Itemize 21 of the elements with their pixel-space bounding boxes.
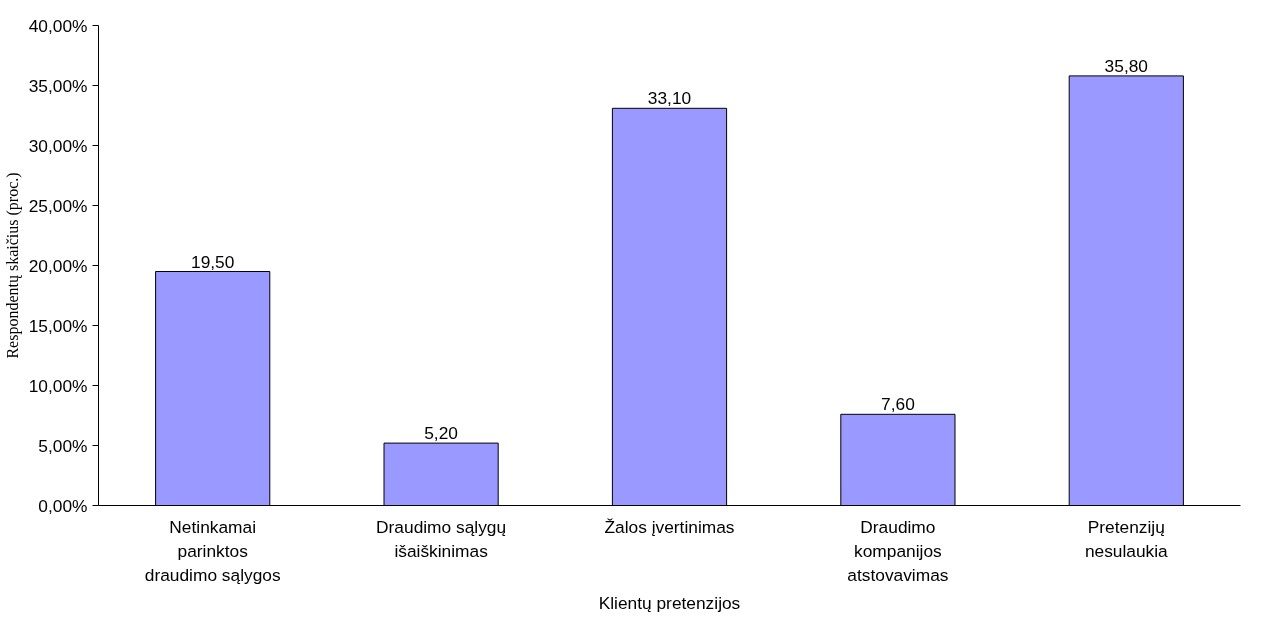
data-label: 33,10 xyxy=(647,88,692,109)
y-tick-label: 15,00% xyxy=(28,315,88,336)
data-label: 7,60 xyxy=(881,394,915,415)
y-tick-label: 30,00% xyxy=(28,135,88,156)
x-tick-label: Draudimo sąlygų išaiškinimas xyxy=(376,516,507,561)
x-tick-label: Netinkamai parinktos draudimo sąlygos xyxy=(144,516,281,585)
y-tick-label: 25,00% xyxy=(28,195,88,216)
data-label: 35,80 xyxy=(1104,55,1148,76)
y-axis-title: Respondentų skaičius (proc.) xyxy=(3,172,22,359)
y-tick-label: 35,00% xyxy=(28,75,88,96)
x-tick-label: Pretenzijų nesulaukia xyxy=(1084,516,1169,561)
y-tick-label: 0,00% xyxy=(38,495,88,516)
x-axis-title: Klientų pretenzijos xyxy=(598,592,741,613)
y-tick-label: 40,00% xyxy=(28,15,88,36)
data-label: 5,20 xyxy=(424,423,458,444)
y-tick-label: 10,00% xyxy=(28,375,88,396)
y-tick-label: 5,00% xyxy=(38,435,88,456)
data-label: 19,50 xyxy=(191,251,235,272)
x-tick-label: Žalos įvertinimas xyxy=(604,516,735,537)
x-tick-label: Draudimo kompanijos atstovavimas xyxy=(847,516,949,585)
y-tick-label: 20,00% xyxy=(28,255,88,276)
